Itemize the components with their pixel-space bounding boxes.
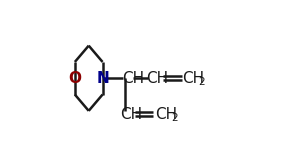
Text: O: O bbox=[68, 71, 81, 86]
Text: CH: CH bbox=[146, 71, 169, 86]
Text: N: N bbox=[96, 71, 109, 86]
Text: 2: 2 bbox=[199, 77, 205, 87]
Text: 2: 2 bbox=[171, 113, 178, 123]
Text: CH: CH bbox=[121, 107, 142, 122]
Text: CH: CH bbox=[155, 107, 177, 122]
Text: CH: CH bbox=[122, 71, 144, 86]
Text: CH: CH bbox=[182, 71, 205, 86]
